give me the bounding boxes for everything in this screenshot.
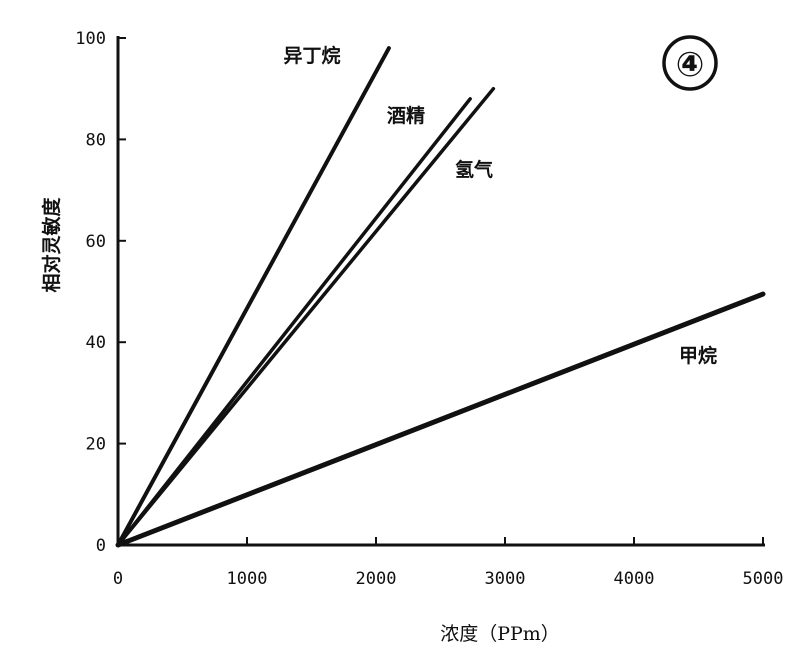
series-lines	[115, 46, 766, 548]
series-line-2	[116, 97, 472, 547]
x-tick-label: 3000	[485, 569, 526, 589]
y-tick-label: 0	[96, 536, 106, 556]
series-label-3: 氢气	[455, 158, 493, 181]
x-tick-label: 1000	[227, 569, 268, 589]
x-tick-label: 5000	[743, 569, 784, 589]
y-tick-label: 60	[86, 232, 106, 252]
x-tick-label: 0	[113, 569, 123, 589]
x-axis-title: 浓度（PPm）	[440, 623, 560, 645]
series-label-1: 异丁烷	[283, 44, 340, 67]
y-tick-label: 100	[75, 29, 106, 49]
y-tick-label: 80	[86, 130, 106, 150]
x-tick-label: 4000	[614, 569, 655, 589]
series-line-3	[116, 86, 496, 547]
panel-badge-circle	[662, 35, 718, 91]
series-label-2: 酒精	[387, 104, 425, 127]
x-tick-label: 2000	[356, 569, 397, 589]
series-label-4: 甲烷	[679, 344, 717, 367]
y-axis-title: 相对灵敏度	[40, 197, 63, 293]
panel-badge-label: ④	[676, 45, 705, 85]
series-line-1	[116, 46, 391, 547]
y-tick-label: 40	[86, 333, 106, 353]
ticks: 0 1000 2000 3000 4000 5000 0 20 40 60 80 100	[75, 29, 783, 589]
panel-badge: ④	[662, 35, 718, 91]
axes	[116, 36, 765, 547]
y-tick-label: 20	[86, 435, 106, 455]
series-line-4	[115, 291, 766, 548]
